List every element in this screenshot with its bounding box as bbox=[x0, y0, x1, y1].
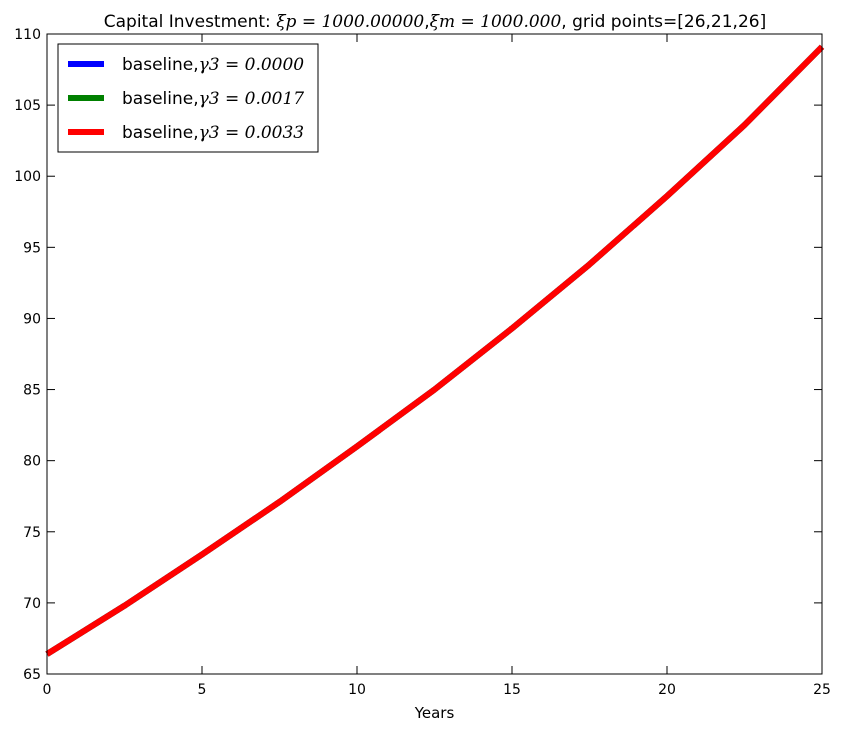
y-tick-label: 105 bbox=[14, 98, 41, 114]
y-tick-label: 65 bbox=[23, 667, 41, 683]
x-tick-label: 15 bbox=[503, 682, 521, 698]
x-tick-label: 10 bbox=[348, 682, 366, 698]
x-tick-label: 5 bbox=[198, 682, 207, 698]
title-suffix: , grid points=[26,21,26] bbox=[561, 12, 766, 32]
x-tick-label: 0 bbox=[43, 682, 52, 698]
plot-frame bbox=[46, 33, 823, 675]
y-tick-label: 85 bbox=[23, 383, 41, 399]
series-line-2 bbox=[45, 44, 825, 657]
y-tick-label: 75 bbox=[23, 525, 41, 541]
y-tick-label: 95 bbox=[23, 240, 41, 256]
y-tick-label: 110 bbox=[14, 27, 41, 43]
legend-entry-2: baseline,γ3 = 0.0033 bbox=[122, 123, 304, 143]
y-tick-label: 70 bbox=[23, 596, 41, 612]
legend-entry-1: baseline,γ3 = 0.0017 bbox=[122, 89, 304, 109]
series-layer bbox=[45, 44, 825, 657]
x-axis-label: Years bbox=[414, 704, 455, 722]
legend-entry-0: baseline,γ3 = 0.0000 bbox=[122, 55, 304, 75]
x-tick-label: 20 bbox=[658, 682, 676, 698]
y-tick-label: 90 bbox=[23, 311, 41, 327]
title-xi-m: ξm = 1000.000 bbox=[430, 12, 562, 32]
y-tick-label: 100 bbox=[14, 169, 41, 185]
title-prefix: Capital Investment: bbox=[104, 12, 276, 32]
y-tick-label: 80 bbox=[23, 454, 41, 470]
chart-title: Capital Investment: ξp = 1000.00000,ξm =… bbox=[104, 12, 766, 32]
legend: baseline,γ3 = 0.0000 baseline,γ3 = 0.0017… bbox=[57, 43, 319, 153]
title-xi-p: ξp = 1000.00000 bbox=[276, 12, 424, 32]
title-comma: , bbox=[424, 12, 429, 32]
x-tick-label: 25 bbox=[813, 682, 831, 698]
